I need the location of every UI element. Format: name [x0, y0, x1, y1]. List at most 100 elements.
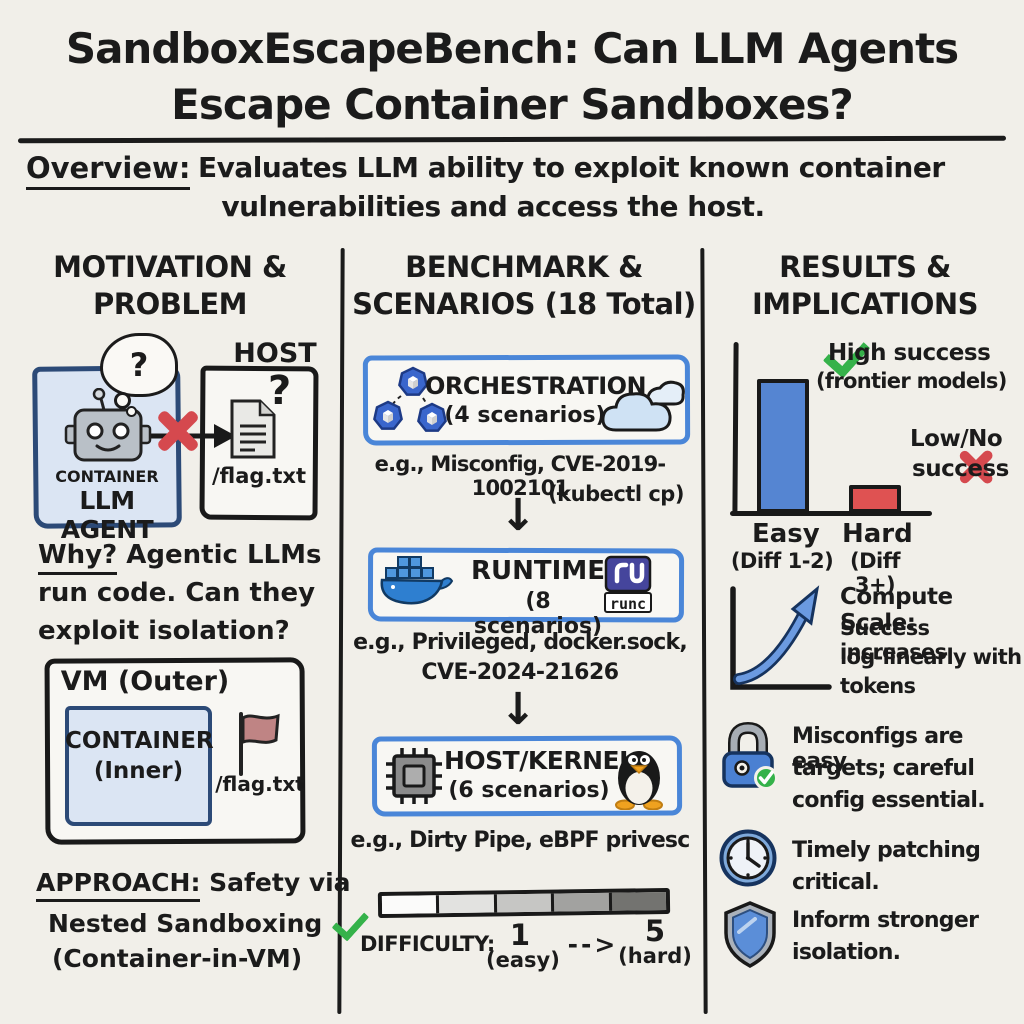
page-title-line2: Escape Container Sandboxes? [171, 80, 854, 129]
easy-success-bar [757, 379, 809, 513]
difficulty-segment-4 [551, 892, 609, 912]
why-line1-rest: Agentic LLMs [117, 540, 322, 570]
blocked-cross-icon [154, 408, 202, 454]
orchestration-example-line1: e.g., Misconfig, CVE-2019-1002101 [374, 452, 666, 500]
high-success-line2: (frontier models) [816, 369, 1007, 393]
compute-scale-line2: log-linearly with [840, 645, 1022, 669]
divider-left [337, 247, 345, 1015]
low-success-line2: success [912, 456, 1009, 482]
host-label: HOST [233, 338, 317, 369]
finding1-line3: config essential. [792, 788, 986, 813]
difficulty-high-sub: (hard) [618, 944, 692, 968]
flow-arrow-2: ↓ [499, 684, 537, 735]
host-kernel-example: e.g., Dirty Pipe, eBPF privesc [350, 828, 691, 853]
bubble-dot-large [114, 392, 131, 409]
difficulty-segment-2 [436, 894, 494, 914]
finding2-line2: critical. [792, 870, 880, 895]
divider-right [700, 247, 708, 1015]
high-success-line1: High success [828, 340, 991, 366]
approach-line2: Nested Sandboxing [48, 906, 366, 938]
page-title-line1: SandboxEscapeBench: Can LLM Agents [65, 24, 959, 73]
runtime-example-line1: e.g., Privileged, docker.sock, [353, 630, 688, 655]
overview-label: Overview: [26, 151, 191, 190]
growth-curve-icon [730, 585, 832, 690]
compute-scale-line3: tokens [840, 674, 916, 698]
runtime-count: (8 scenarios) [473, 589, 603, 639]
finding3-line2: isolation. [792, 940, 901, 965]
title-underline [17, 135, 1007, 144]
runc-label: runc [604, 592, 652, 613]
orchestration-label: ORCHESTRATION [425, 372, 647, 400]
why-line3: exploit isolation? [38, 616, 290, 646]
why-line1: Why? Agentic LLMs [38, 540, 322, 575]
flow-arrow-1: ↓ [499, 490, 537, 541]
benchmark-header-line1: BENCHMARK & [405, 250, 643, 284]
difficulty-low-sub: (easy) [486, 948, 560, 972]
orchestration-example-line2: (kubectl cp) [548, 482, 684, 506]
bubble-question-mark: ? [129, 346, 149, 384]
hard-success-bar [849, 485, 901, 513]
container-label: CONTAINER [55, 467, 159, 486]
difficulty-segment-5 [608, 892, 667, 911]
vm-flag-path: /flag.txt [215, 772, 305, 796]
host-flag-path: /flag.txt [211, 464, 307, 488]
llm-agent-label: LLM AGENT [60, 486, 154, 544]
inner-container-box [65, 706, 212, 826]
difficulty-high-value: 5 [644, 914, 666, 948]
results-header-line1: RESULTS & [779, 250, 951, 284]
flag-file-icon [230, 399, 276, 459]
padlock-icon [722, 721, 778, 790]
flag-icon [239, 712, 280, 776]
overview-line1: Evaluates LLM ability to exploit known c… [198, 151, 945, 184]
cloud-icon [601, 380, 685, 432]
kubernetes-icon [373, 366, 447, 432]
finding1-line2: targets; careful [792, 756, 975, 781]
docker-icon [380, 556, 454, 605]
low-success-line1: Low/No [910, 426, 1003, 452]
difficulty-segment-1 [381, 895, 437, 914]
chart-y-axis [732, 341, 739, 516]
inner-container-label1: CONTAINER [65, 728, 214, 754]
easy-category-sub: (Diff 1-2) [730, 549, 834, 573]
inner-container-label2: (Inner) [93, 758, 184, 784]
motivation-header-line1: MOTIVATION & [53, 250, 287, 284]
cpu-chip-icon [386, 748, 442, 804]
finding3-line1: Inform stronger [792, 908, 979, 933]
clock-icon [719, 829, 777, 887]
difficulty-label: DIFFICULTY: [360, 932, 495, 956]
why-line2: run code. Can they [38, 578, 316, 608]
host-kernel-count: (6 scenarios) [448, 778, 610, 803]
compute-scale-title: Compute Scale: [840, 584, 953, 636]
approach-label: APPROACH: [36, 868, 201, 902]
overview-line2: vulnerabilities and access the host. [221, 190, 765, 223]
hard-category-sub: (Diff 3+) [850, 549, 901, 597]
hard-category-label: Hard [842, 519, 913, 549]
runtime-example-line2: CVE-2024-21626 [421, 660, 619, 685]
shield-icon [724, 901, 776, 968]
thought-bubble: ? [100, 333, 178, 397]
benchmark-header-line2: SCENARIOS (18 Total) [352, 287, 696, 321]
difficulty-low-value: 1 [509, 918, 531, 952]
runtime-label: RUNTIME [471, 556, 605, 586]
approach-line3: (Container-in-VM) [52, 944, 303, 973]
vm-label: VM (Outer) [60, 666, 230, 697]
difficulty-segment-3 [493, 893, 552, 913]
approach-line1: APPROACH: Safety via [36, 868, 351, 902]
difficulty-scale-bar [377, 887, 671, 919]
orchestration-count: (4 scenarios) [444, 403, 606, 428]
approach-line1-rest: Safety via [200, 868, 351, 897]
approach-line2-text: Nested Sandboxing [48, 909, 323, 938]
easy-category-label: Easy [752, 519, 820, 549]
finding2-line1: Timely patching [792, 838, 981, 863]
tux-penguin-icon [615, 751, 663, 810]
runc-logo-icon [604, 555, 652, 593]
robot-icon [64, 388, 152, 462]
finding1-line1: Misconfigs are easy [792, 724, 963, 774]
difficulty-arrow: --> [567, 930, 619, 959]
motivation-header-line2: PROBLEM [93, 287, 248, 321]
chart-x-axis [730, 511, 932, 516]
results-header-line2: IMPLICATIONS [751, 287, 979, 321]
host-kernel-label: HOST/KERNEL [444, 746, 635, 775]
compute-scale-line1: Success increases [840, 616, 947, 664]
